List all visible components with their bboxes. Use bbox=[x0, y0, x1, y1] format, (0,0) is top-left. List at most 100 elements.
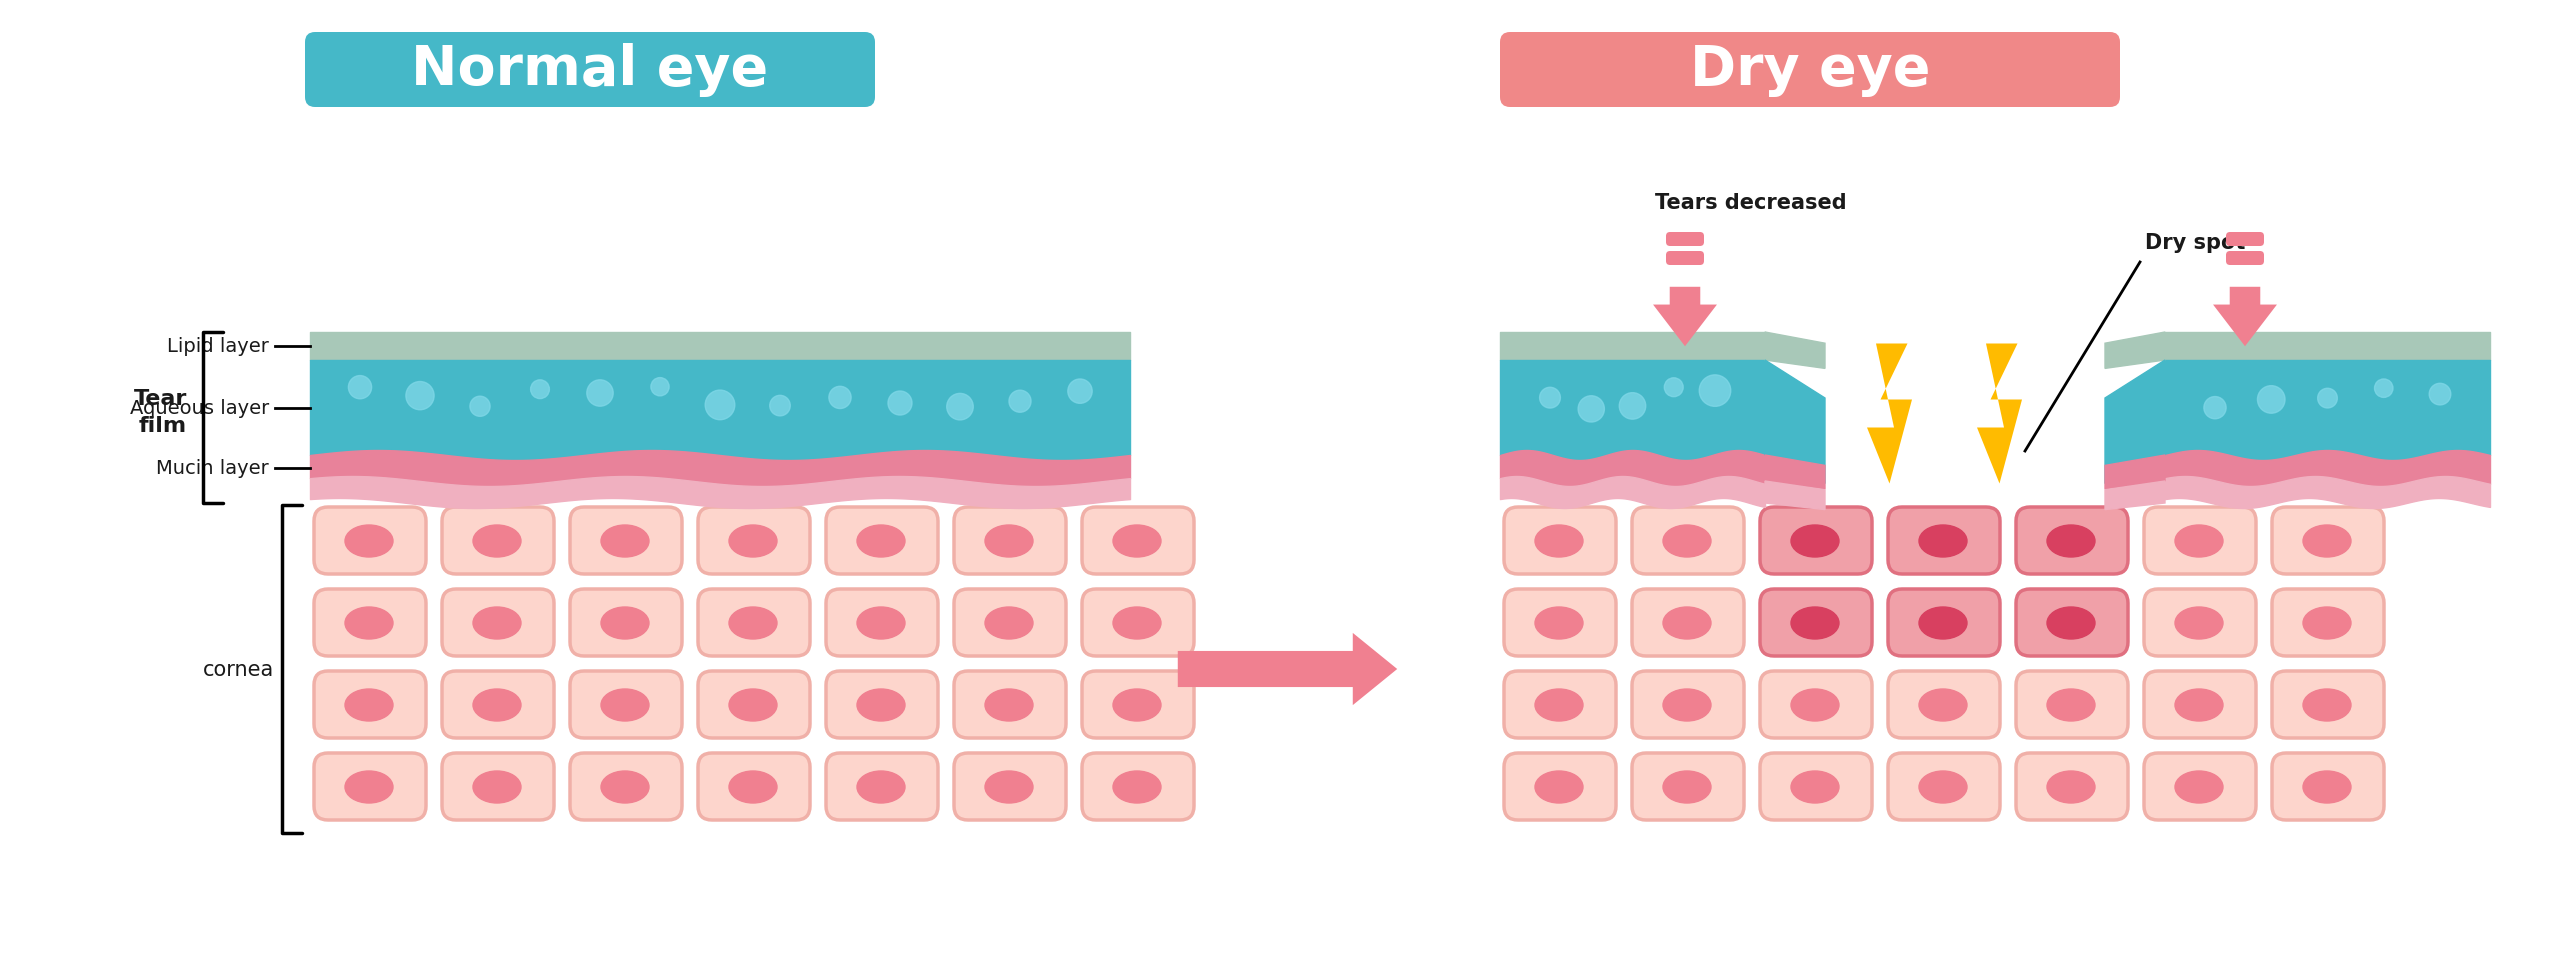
FancyBboxPatch shape bbox=[1083, 753, 1193, 820]
Ellipse shape bbox=[1536, 690, 1582, 721]
Ellipse shape bbox=[858, 690, 906, 721]
FancyArrowPatch shape bbox=[1178, 633, 1398, 705]
FancyBboxPatch shape bbox=[827, 671, 937, 739]
FancyBboxPatch shape bbox=[1633, 507, 1743, 574]
FancyBboxPatch shape bbox=[315, 753, 425, 820]
Ellipse shape bbox=[986, 690, 1034, 721]
Ellipse shape bbox=[2304, 690, 2350, 721]
Ellipse shape bbox=[1920, 526, 1966, 558]
Ellipse shape bbox=[474, 608, 522, 639]
FancyBboxPatch shape bbox=[2273, 671, 2383, 739]
FancyBboxPatch shape bbox=[1761, 753, 1871, 820]
Ellipse shape bbox=[2048, 771, 2094, 803]
Circle shape bbox=[888, 392, 911, 415]
Ellipse shape bbox=[2048, 608, 2094, 639]
FancyBboxPatch shape bbox=[2017, 671, 2127, 739]
Ellipse shape bbox=[602, 608, 650, 639]
Ellipse shape bbox=[858, 771, 906, 803]
Ellipse shape bbox=[2176, 690, 2222, 721]
FancyBboxPatch shape bbox=[571, 507, 681, 574]
Circle shape bbox=[1620, 394, 1646, 420]
Polygon shape bbox=[1866, 344, 1912, 484]
Polygon shape bbox=[2104, 455, 2166, 489]
Polygon shape bbox=[1976, 344, 2022, 484]
Ellipse shape bbox=[1114, 608, 1162, 639]
FancyArrowPatch shape bbox=[2212, 287, 2276, 347]
Circle shape bbox=[2204, 397, 2227, 419]
FancyBboxPatch shape bbox=[1889, 507, 1999, 574]
Polygon shape bbox=[1764, 455, 1825, 489]
Ellipse shape bbox=[1792, 690, 1838, 721]
FancyBboxPatch shape bbox=[2017, 507, 2127, 574]
FancyBboxPatch shape bbox=[2017, 753, 2127, 820]
Ellipse shape bbox=[730, 690, 778, 721]
FancyBboxPatch shape bbox=[2227, 233, 2263, 247]
Ellipse shape bbox=[346, 690, 394, 721]
FancyBboxPatch shape bbox=[1761, 589, 1871, 657]
Text: Tear
film: Tear film bbox=[133, 389, 187, 436]
Circle shape bbox=[348, 376, 371, 400]
FancyBboxPatch shape bbox=[827, 589, 937, 657]
FancyBboxPatch shape bbox=[2273, 753, 2383, 820]
Ellipse shape bbox=[2176, 608, 2222, 639]
FancyBboxPatch shape bbox=[1633, 671, 1743, 739]
FancyBboxPatch shape bbox=[1633, 753, 1743, 820]
FancyBboxPatch shape bbox=[305, 33, 876, 107]
Circle shape bbox=[530, 380, 550, 400]
Ellipse shape bbox=[1792, 608, 1838, 639]
Ellipse shape bbox=[1792, 526, 1838, 558]
FancyBboxPatch shape bbox=[1083, 507, 1193, 574]
Circle shape bbox=[1068, 380, 1093, 404]
FancyBboxPatch shape bbox=[1633, 589, 1743, 657]
Text: Dry spot: Dry spot bbox=[2145, 233, 2245, 253]
FancyBboxPatch shape bbox=[699, 589, 809, 657]
Circle shape bbox=[2317, 389, 2337, 408]
FancyBboxPatch shape bbox=[1889, 589, 1999, 657]
FancyBboxPatch shape bbox=[2227, 252, 2263, 266]
FancyBboxPatch shape bbox=[443, 589, 553, 657]
Circle shape bbox=[1009, 391, 1032, 413]
FancyBboxPatch shape bbox=[2145, 507, 2255, 574]
FancyBboxPatch shape bbox=[2017, 589, 2127, 657]
FancyBboxPatch shape bbox=[443, 507, 553, 574]
Ellipse shape bbox=[2048, 690, 2094, 721]
FancyBboxPatch shape bbox=[315, 589, 425, 657]
Ellipse shape bbox=[1920, 771, 1966, 803]
FancyBboxPatch shape bbox=[1761, 507, 1871, 574]
Ellipse shape bbox=[1792, 771, 1838, 803]
Circle shape bbox=[2376, 379, 2394, 398]
Text: Lipid layer: Lipid layer bbox=[166, 337, 269, 357]
Ellipse shape bbox=[2304, 526, 2350, 558]
FancyBboxPatch shape bbox=[315, 507, 425, 574]
Circle shape bbox=[586, 380, 614, 406]
FancyBboxPatch shape bbox=[2273, 507, 2383, 574]
Circle shape bbox=[1539, 388, 1562, 408]
FancyBboxPatch shape bbox=[1505, 589, 1615, 657]
FancyBboxPatch shape bbox=[699, 507, 809, 574]
Ellipse shape bbox=[986, 608, 1034, 639]
Circle shape bbox=[471, 397, 489, 417]
Ellipse shape bbox=[2176, 771, 2222, 803]
FancyBboxPatch shape bbox=[1505, 507, 1615, 574]
Ellipse shape bbox=[474, 690, 522, 721]
Ellipse shape bbox=[730, 526, 778, 558]
Polygon shape bbox=[1764, 332, 1825, 369]
Ellipse shape bbox=[858, 608, 906, 639]
Ellipse shape bbox=[474, 771, 522, 803]
Circle shape bbox=[771, 396, 791, 416]
Polygon shape bbox=[1764, 482, 1825, 510]
FancyBboxPatch shape bbox=[955, 589, 1065, 657]
Ellipse shape bbox=[1664, 526, 1710, 558]
FancyBboxPatch shape bbox=[1505, 753, 1615, 820]
Polygon shape bbox=[2104, 482, 2166, 510]
Ellipse shape bbox=[602, 771, 650, 803]
Ellipse shape bbox=[1114, 771, 1162, 803]
FancyArrowPatch shape bbox=[1654, 287, 1718, 347]
FancyBboxPatch shape bbox=[955, 507, 1065, 574]
Text: Dry eye: Dry eye bbox=[1690, 43, 1930, 98]
Polygon shape bbox=[1764, 361, 1825, 484]
Ellipse shape bbox=[986, 526, 1034, 558]
Ellipse shape bbox=[1920, 608, 1966, 639]
FancyBboxPatch shape bbox=[571, 753, 681, 820]
Text: Aqueous layer: Aqueous layer bbox=[131, 399, 269, 417]
